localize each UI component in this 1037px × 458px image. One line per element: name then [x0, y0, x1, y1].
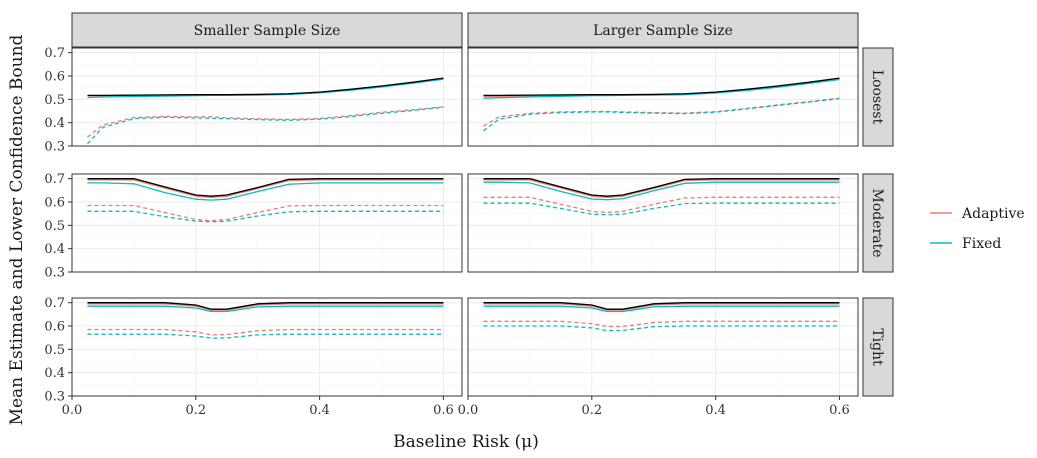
y-tick-label: 0.6 [44, 320, 65, 335]
series-line-fixed-estimate [87, 78, 444, 99]
column-strip-smaller-sample-size: Smaller Sample Size [71, 12, 463, 48]
y-tick-label: 0.6 [44, 196, 65, 211]
x-axis-title: Baseline Risk (μ) [393, 432, 539, 452]
series-line-truth-truth [483, 178, 840, 197]
axes-layer: 0.3 0.4 0.5 0.6 0.7 0.3 0.4 0.5 0.6 0.7 0.3 0.4 0.5 0… [44, 46, 849, 418]
y-tick-label: 0.7 [44, 296, 65, 311]
x-tick-label: 0.2 [185, 403, 206, 418]
legend-item-fixed: Fixed [930, 236, 1001, 252]
panel-border [71, 297, 463, 397]
panel-larger-sample-size-moderate [467, 173, 859, 273]
series-line-truth-truth [87, 302, 444, 310]
y-tick-label: 0.7 [44, 46, 65, 61]
panel-larger-sample-size-loosest [467, 47, 859, 147]
row-strip-bg [862, 297, 894, 397]
series-line-adaptive-estimate [87, 303, 444, 311]
x-tick-label: 0.6 [433, 403, 454, 418]
y-tick-label: 0.3 [44, 266, 65, 281]
x-tick-label: 0.0 [458, 403, 479, 418]
panel-border [467, 297, 859, 397]
row-strip-loosest: Loosest [862, 47, 894, 147]
legend-label: Fixed [962, 236, 1001, 252]
panel-smaller-sample-size-loosest [71, 47, 463, 147]
panel-border [467, 173, 859, 273]
y-tick-label: 0.5 [44, 219, 65, 234]
y-tick-label: 0.5 [44, 93, 65, 108]
row-strip-label: Tight [869, 328, 885, 366]
x-tick-label: 0.0 [62, 403, 83, 418]
panel-background [468, 298, 858, 396]
y-tick-label: 0.3 [44, 140, 65, 155]
y-tick-label: 0.5 [44, 343, 65, 358]
series-line-fixed-lower [87, 106, 444, 145]
row-strip-label: Loosest [869, 70, 885, 125]
panel-border [71, 47, 463, 147]
series-line-fixed-lower [483, 202, 840, 216]
series-line-adaptive-lower [87, 328, 444, 336]
panel-smaller-sample-size-tight [71, 297, 463, 397]
series-line-fixed-estimate [483, 305, 840, 313]
panels-layer [71, 47, 859, 397]
series-line-fixed-estimate [483, 78, 840, 99]
series-line-fixed-estimate [87, 182, 444, 201]
series-line-fixed-lower [483, 325, 840, 332]
panel-background [72, 298, 462, 396]
series-line-adaptive-lower [483, 97, 840, 127]
series-line-adaptive-lower [87, 106, 444, 138]
column-strip-bg [467, 12, 859, 48]
series-line-adaptive-lower [483, 320, 840, 328]
series-line-truth-truth [87, 178, 444, 197]
series-line-truth-truth [483, 302, 840, 310]
y-tick-label: 0.6 [44, 70, 65, 85]
y-tick-label: 0.4 [44, 366, 65, 381]
series-line-truth-truth [483, 77, 840, 97]
row-strip-tight: Tight [862, 297, 894, 397]
strips-layer: Smaller Sample Size Larger Sample Size Loo… [71, 12, 894, 397]
x-tick-label: 0.4 [705, 403, 726, 418]
legend: Adaptive Fixed [930, 206, 1025, 252]
panel-border [467, 47, 859, 147]
series-line-fixed-lower [87, 333, 444, 339]
x-tick-label: 0.2 [581, 403, 602, 418]
panel-larger-sample-size-tight [467, 297, 859, 397]
legend-item-adaptive: Adaptive [930, 206, 1025, 222]
row-strip-bg [862, 47, 894, 147]
series-line-fixed-lower [87, 210, 444, 223]
series-line-adaptive-lower [483, 196, 840, 214]
y-tick-label: 0.7 [44, 172, 65, 187]
y-tick-label: 0.3 [44, 390, 65, 405]
series-line-adaptive-estimate [483, 303, 840, 311]
column-strip-label: Larger Sample Size [593, 23, 733, 39]
y-tick-label: 0.4 [44, 242, 65, 257]
legend-label: Adaptive [961, 206, 1025, 222]
row-strip-bg [862, 173, 894, 273]
panel-smaller-sample-size-moderate [71, 173, 463, 273]
y-tick-label: 0.4 [44, 116, 65, 131]
row-strip-label: Moderate [869, 189, 885, 258]
row-strip-moderate: Moderate [862, 173, 894, 273]
series-line-adaptive-estimate [87, 179, 444, 198]
column-strip-label: Smaller Sample Size [194, 23, 341, 39]
column-strip-bg [71, 12, 463, 48]
series-line-adaptive-lower [87, 204, 444, 222]
panel-border [71, 173, 463, 273]
x-tick-label: 0.4 [309, 403, 330, 418]
series-line-fixed-estimate [87, 305, 444, 313]
y-axis-title: Mean Estimate and Lower Confidence Bound [7, 34, 27, 425]
series-line-fixed-estimate [483, 181, 840, 201]
x-tick-label: 0.6 [829, 403, 850, 418]
series-line-truth-truth [87, 77, 444, 97]
column-strip-larger-sample-size: Larger Sample Size [467, 12, 859, 48]
series-line-adaptive-estimate [483, 179, 840, 198]
